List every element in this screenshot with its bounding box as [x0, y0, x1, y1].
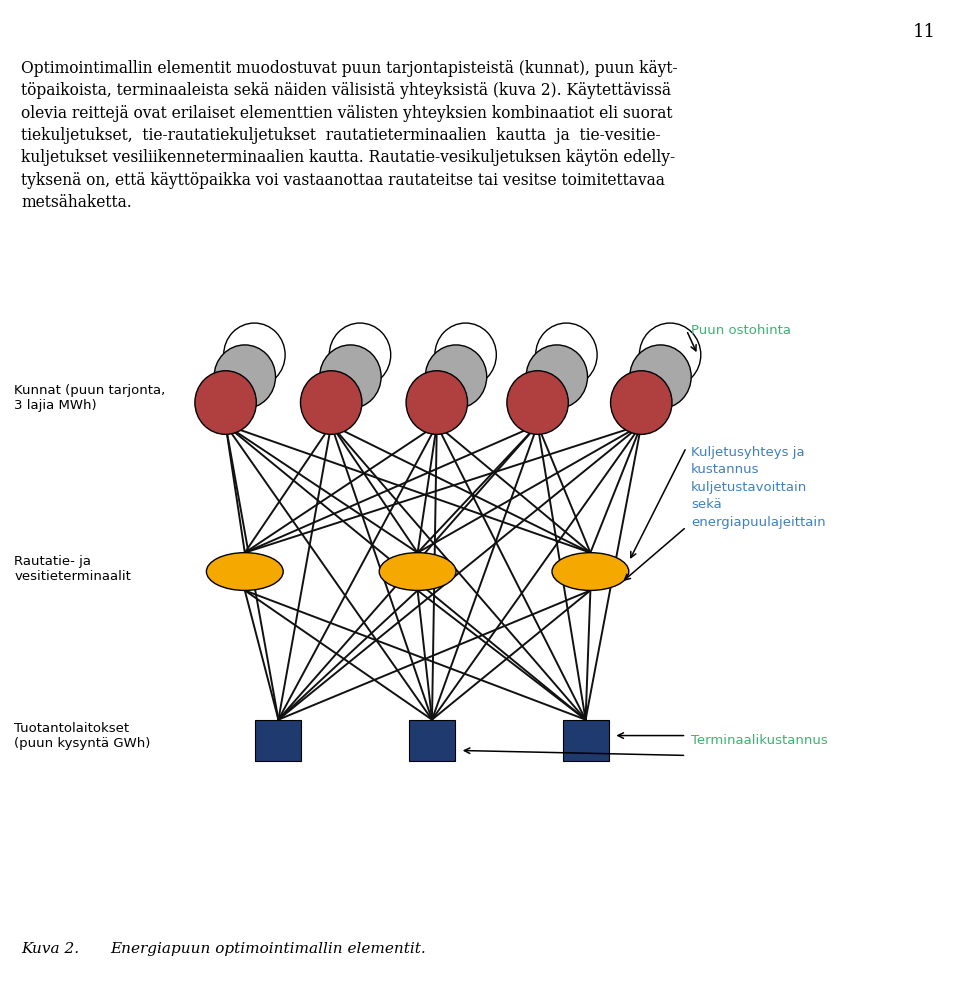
Bar — [255, 720, 301, 761]
Text: Kunnat (puun tarjonta,
3 lajia MWh): Kunnat (puun tarjonta, 3 lajia MWh) — [14, 384, 166, 412]
Circle shape — [536, 323, 597, 387]
Ellipse shape — [206, 553, 283, 590]
Text: Puun ostohinta: Puun ostohinta — [691, 323, 791, 337]
Circle shape — [195, 371, 256, 434]
Text: Energiapuun optimointimallin elementit.: Energiapuun optimointimallin elementit. — [110, 942, 426, 956]
Text: 11: 11 — [913, 23, 936, 41]
Circle shape — [329, 323, 391, 387]
Circle shape — [630, 345, 691, 409]
Text: Optimointimallin elementit muodostuvat puun tarjontapisteistä (kunnat), puun käy: Optimointimallin elementit muodostuvat p… — [21, 60, 678, 212]
Circle shape — [406, 371, 468, 434]
Circle shape — [320, 345, 381, 409]
Text: Terminaalikustannus: Terminaalikustannus — [691, 734, 828, 747]
Circle shape — [300, 371, 362, 434]
Text: Rautatie- ja
vesitieterminaalit: Rautatie- ja vesitieterminaalit — [14, 555, 132, 582]
Ellipse shape — [552, 553, 629, 590]
Circle shape — [425, 345, 487, 409]
Circle shape — [435, 323, 496, 387]
Bar — [563, 720, 609, 761]
Circle shape — [526, 345, 588, 409]
Circle shape — [639, 323, 701, 387]
Text: Kuljetusyhteys ja
kustannus
kuljetustavoittain
sekä
energiapuulajeittain: Kuljetusyhteys ja kustannus kuljetustavo… — [691, 445, 826, 529]
Text: Kuva 2.: Kuva 2. — [21, 942, 80, 956]
Ellipse shape — [379, 553, 456, 590]
Bar — [409, 720, 455, 761]
Circle shape — [214, 345, 276, 409]
Circle shape — [611, 371, 672, 434]
Circle shape — [507, 371, 568, 434]
Circle shape — [224, 323, 285, 387]
Text: Tuotantolaitokset
(puun kysyntä GWh): Tuotantolaitokset (puun kysyntä GWh) — [14, 722, 151, 749]
